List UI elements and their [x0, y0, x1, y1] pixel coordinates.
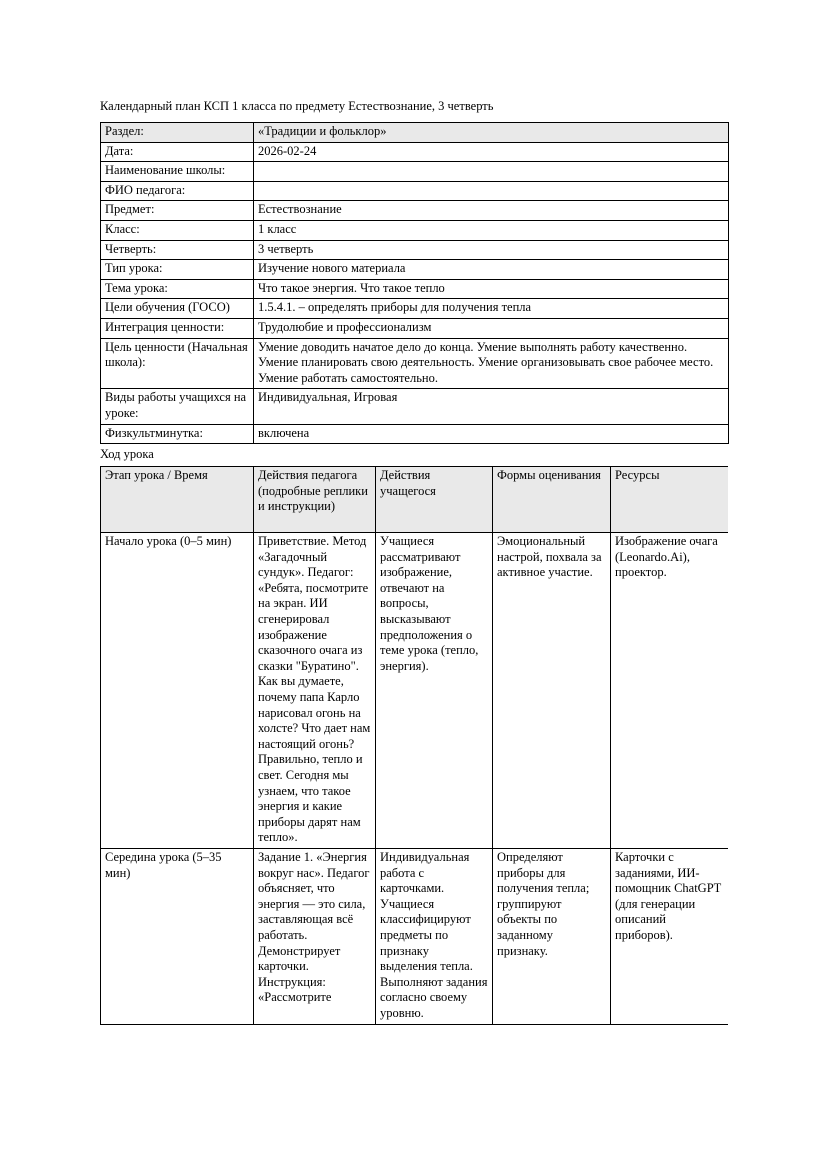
info-row-value: Что такое энергия. Что такое тепло [253, 278, 729, 300]
info-row-value [253, 161, 729, 182]
table-row: Четверть: 3 четверть [100, 239, 729, 261]
info-row-label: Класс: [100, 219, 254, 241]
info-row-label: Раздел: [100, 122, 254, 143]
info-row-label: Предмет: [100, 200, 254, 221]
table-row: Виды работы учащихся на уроке: Индивидуал… [100, 388, 729, 425]
info-row-value: «Традиции и фольклор» [253, 122, 729, 143]
info-row-label: Виды работы учащихся на уроке: [100, 388, 254, 425]
table-row: Тема урока: Что такое энергия. Что такое … [100, 278, 729, 300]
info-row-value: Трудолюбие и профессионализм [253, 317, 729, 339]
table-row: Середина урока (5–35 мин) Задание 1. «Эне… [100, 847, 728, 1025]
info-row-value: Изучение нового материала [253, 259, 729, 280]
info-row-value: Умение доводить начатое дело до конца. У… [253, 337, 729, 390]
info-row-label: Тема урока: [100, 278, 254, 300]
table-row: Дата: 2026-02-24 [100, 141, 729, 163]
teacher-actions-cell: Задание 1. «Энергия вокруг нас». Педагог… [253, 847, 376, 1025]
info-row-label: ФИО педагога: [100, 180, 254, 202]
info-row-value: 1.5.4.1. – определять приборы для получе… [253, 298, 729, 319]
column-header: Этап урока / Время [100, 466, 254, 534]
assessment-cell: Эмоциональный настрой, похвала за активн… [492, 532, 611, 849]
assessment-cell: Определяют приборы для получения тепла; … [492, 847, 611, 1025]
column-header: Действия педагога (подробные реплики и и… [253, 466, 376, 534]
info-row-value: 2026-02-24 [253, 141, 729, 163]
table-row: Предмет: Естествознание [100, 200, 729, 221]
table-row: Класс: 1 класс [100, 219, 729, 241]
table-row: Наименование школы: [100, 161, 729, 182]
table-row: Тип урока: Изучение нового материала [100, 259, 729, 280]
lesson-flow-table: Этап урока / Время Действия педагога (под… [100, 466, 728, 1025]
table-row: Физкультминутка: включена [100, 423, 729, 445]
table-row: Начало урока (0–5 мин) Приветствие. Метод… [100, 532, 728, 849]
info-row-label: Дата: [100, 141, 254, 163]
info-row-label: Четверть: [100, 239, 254, 261]
info-row-label: Интеграция ценности: [100, 317, 254, 339]
column-header: Действия учащегося [375, 466, 493, 534]
teacher-actions-cell: Приветствие. Метод «Загадочный сундук». … [253, 532, 376, 849]
info-row-label: Тип урока: [100, 259, 254, 280]
page-title: Календарный план КСП 1 класса по предмет… [100, 99, 494, 113]
table-row: Раздел: «Традиции и фольклор» [100, 122, 729, 143]
stage-cell: Середина урока (5–35 мин) [100, 847, 254, 1025]
table-row: Цель ценности (Начальная школа): Умение д… [100, 337, 729, 390]
resources-cell: Изображение очага (Leonardo.Ai), проекто… [610, 532, 728, 849]
info-row-label: Физкультминутка: [100, 423, 254, 445]
column-header: Ресурсы [610, 466, 728, 534]
stage-cell: Начало урока (0–5 мин) [100, 532, 254, 849]
info-row-value: Естествознание [253, 200, 729, 221]
table-row: Интеграция ценности: Трудолюбие и професс… [100, 317, 729, 339]
info-row-label: Наименование школы: [100, 161, 254, 182]
info-row-value: включена [253, 423, 729, 445]
student-actions-cell: Учащиеся рассматривают изображение, отве… [375, 532, 493, 849]
document-content: Календарный план КСП 1 класса по предмет… [100, 98, 729, 1025]
student-actions-cell: Индивидуальная работа с карточками. Учащ… [375, 847, 493, 1025]
info-row-value: Индивидуальная, Игровая [253, 388, 729, 425]
info-row-label: Цель ценности (Начальная школа): [100, 337, 254, 390]
lesson-info-table: Раздел: «Традиции и фольклор» Дата: 2026-02… [100, 122, 729, 445]
info-row-label: Цели обучения (ГОСО) [100, 298, 254, 319]
lesson-flow-label: Ход урока [100, 447, 154, 462]
lesson-flow-wrapper: Этап урока / Время Действия педагога (под… [100, 466, 728, 1025]
info-row-value [253, 180, 729, 202]
info-row-value: 3 четверть [253, 239, 729, 261]
table-row: ФИО педагога: [100, 180, 729, 202]
table-row: Цели обучения (ГОСО) 1.5.4.1. – определят… [100, 298, 729, 319]
table-header-row: Этап урока / Время Действия педагога (под… [100, 466, 728, 534]
info-row-value: 1 класс [253, 219, 729, 241]
resources-cell: Карточки с заданиями, ИИ-помощник ChatGP… [610, 847, 728, 1025]
column-header: Формы оценивания [492, 466, 611, 534]
